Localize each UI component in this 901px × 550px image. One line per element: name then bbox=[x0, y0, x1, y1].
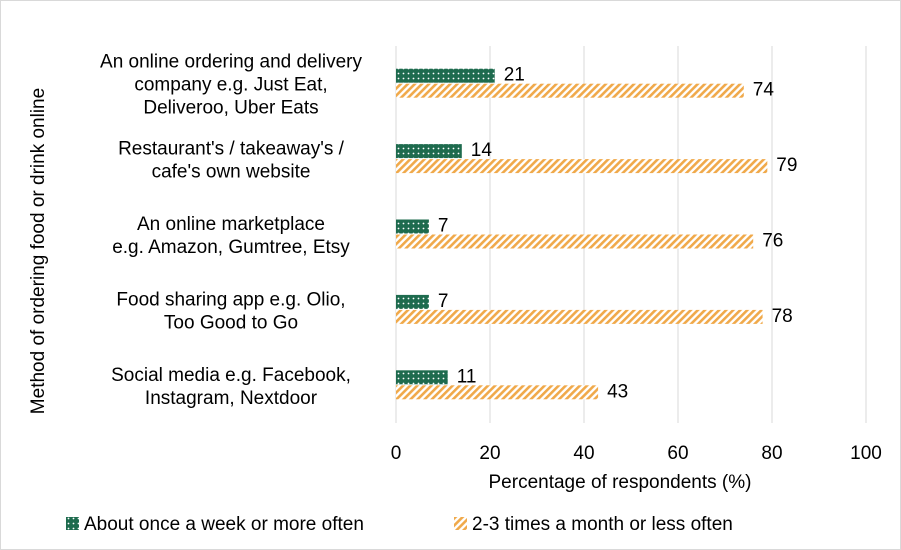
x-axis-title: Percentage of respondents (%) bbox=[489, 472, 752, 493]
bar-monthly bbox=[396, 234, 754, 249]
category-label-line: Deliveroo, Uber Eats bbox=[143, 98, 318, 119]
category-label-line: cafe's own website bbox=[152, 162, 311, 183]
bar-weekly bbox=[396, 294, 429, 309]
x-tick-label: 0 bbox=[391, 443, 402, 464]
category-label: An online ordering and delivery company e… bbox=[100, 52, 362, 119]
bar-weekly bbox=[396, 219, 429, 234]
category-label-line: Social media e.g. Facebook, bbox=[111, 365, 351, 386]
category-label-line: Too Good to Go bbox=[164, 312, 298, 333]
category-label-line: e.g. Amazon, Gumtree, Etsy bbox=[112, 237, 350, 258]
data-label: 7 bbox=[438, 291, 449, 312]
data-label: 21 bbox=[504, 65, 525, 86]
labels: 0 20 40 60 80 100 An online ordering and deliv… bbox=[100, 52, 882, 464]
x-tick-label: 80 bbox=[761, 443, 782, 464]
data-label: 74 bbox=[753, 80, 775, 101]
bar-weekly bbox=[396, 144, 462, 159]
x-tick-label: 60 bbox=[667, 443, 688, 464]
data-label: 7 bbox=[438, 216, 449, 237]
x-tick-label: 40 bbox=[573, 443, 594, 464]
category-label: Social media e.g. Facebook, Instagram, Ne… bbox=[111, 365, 351, 409]
bar-monthly bbox=[396, 309, 763, 324]
category-label-line: An online marketplace bbox=[137, 214, 325, 235]
data-label: 11 bbox=[457, 366, 477, 387]
data-label: 76 bbox=[762, 231, 783, 252]
bars bbox=[396, 68, 768, 400]
category-label: Food sharing app e.g. Olio, Too Good to G… bbox=[116, 289, 345, 333]
x-tick-label: 20 bbox=[479, 443, 500, 464]
category-label: An online marketplace e.g. Amazon, Gumtre… bbox=[112, 214, 350, 258]
legend-swatch-monthly bbox=[454, 517, 467, 530]
legend-swatch-weekly bbox=[66, 517, 79, 530]
category-label: Restaurant's / takeaway's / cafe's own we… bbox=[118, 139, 345, 183]
data-label: 79 bbox=[776, 155, 797, 176]
bar-monthly bbox=[396, 83, 744, 98]
category-label-line: An online ordering and delivery bbox=[100, 52, 362, 73]
y-axis-title: Method of ordering food or drink online bbox=[28, 88, 49, 414]
bar-weekly bbox=[396, 68, 495, 83]
bar-monthly bbox=[396, 159, 768, 174]
x-tick-label: 100 bbox=[850, 443, 882, 464]
category-label-line: Food sharing app e.g. Olio, bbox=[116, 289, 345, 310]
bar-weekly bbox=[396, 370, 448, 385]
legend-label-weekly: About once a week or more often bbox=[84, 514, 364, 535]
legend-label-monthly: 2-3 times a month or less often bbox=[472, 514, 733, 535]
category-label-line: Restaurant's / takeaway's / bbox=[118, 139, 345, 160]
category-label-line: Instagram, Nextdoor bbox=[145, 388, 318, 409]
bar-monthly bbox=[396, 385, 599, 400]
category-label-line: company e.g. Just Eat, bbox=[134, 75, 327, 96]
data-label: 14 bbox=[471, 140, 493, 161]
data-label: 43 bbox=[607, 381, 628, 402]
legend: About once a week or more often 2-3 time… bbox=[66, 514, 733, 535]
data-label: 78 bbox=[772, 306, 793, 327]
